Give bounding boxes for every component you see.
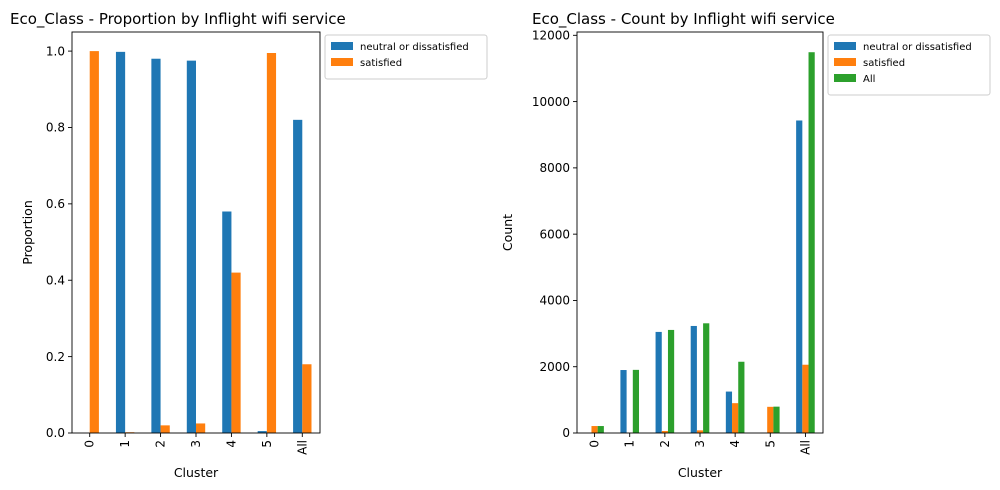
x-tick-label: 3 — [189, 440, 203, 448]
x-axis-label: Cluster — [174, 465, 219, 480]
bar-satisfied-3 — [696, 430, 704, 433]
legend-box — [827, 34, 991, 96]
bar-satisfied-4 — [732, 403, 739, 433]
bar-All-4 — [738, 361, 745, 433]
y-tick-label: 0.4 — [46, 273, 65, 287]
bar-satisfied-2 — [661, 431, 668, 433]
y-tick-label: 12000 — [532, 29, 570, 43]
legend-swatch — [834, 42, 856, 50]
bar-neutral-or-dissatisfied-3 — [186, 60, 196, 433]
x-tick-label: All — [798, 440, 812, 455]
legend-label: satisfied — [863, 58, 905, 69]
x-tick-label: 0 — [588, 440, 602, 448]
bar-satisfied-0 — [89, 51, 99, 433]
bar-neutral-or-dissatisfied-2 — [655, 331, 662, 433]
y-tick-label: 0.6 — [46, 197, 65, 211]
x-tick-label: 4 — [224, 440, 238, 448]
y-tick-label: 4000 — [539, 294, 570, 308]
y-tick-label: 2000 — [539, 360, 570, 374]
x-tick-label: 1 — [118, 440, 132, 448]
plot-frame — [576, 31, 824, 434]
y-tick-label: 8000 — [539, 161, 570, 175]
x-tick-label: All — [295, 440, 309, 455]
bar-neutral-or-dissatisfied-All — [796, 120, 803, 434]
bar-satisfied-All — [802, 364, 809, 433]
bar-neutral-or-dissatisfied-1 — [620, 370, 627, 433]
bar-All-1 — [632, 369, 640, 433]
bar-neutral-or-dissatisfied-4 — [222, 211, 232, 433]
bar-All-5 — [773, 406, 780, 433]
bar-All-All — [808, 52, 815, 433]
legend: neutral or dissatisfied satisfied All — [827, 34, 991, 96]
chart-title: Eco_Class - Proportion by Inflight wifi … — [10, 10, 346, 29]
legend-swatch — [834, 74, 856, 82]
bar-satisfied-3 — [196, 423, 206, 433]
y-tick-label: 0 — [562, 426, 570, 440]
bar-satisfied-5 — [767, 406, 774, 433]
legend-label: All — [863, 74, 875, 85]
chart-title: Eco_Class - Count by Inflight wifi servi… — [532, 10, 835, 29]
legend-swatch — [834, 58, 856, 66]
series-neutral-or-dissatisfied — [115, 51, 303, 434]
legend-swatch — [331, 58, 353, 66]
chart-1: Eco_Class - Proportion by Inflight wifi … — [10, 10, 488, 480]
series-neutral-or-dissatisfied — [620, 120, 803, 434]
series-All — [597, 52, 815, 433]
y-tick-label: 1.0 — [46, 44, 65, 58]
bar-neutral-or-dissatisfied-3 — [690, 325, 697, 433]
y-tick-label: 0.0 — [46, 426, 65, 440]
bar-satisfied-4 — [231, 272, 241, 433]
x-tick-label: 0 — [83, 440, 97, 448]
legend: neutral or dissatisfied satisfied — [324, 34, 488, 80]
bar-neutral-or-dissatisfied-5 — [257, 431, 267, 433]
y-tick-label: 0.8 — [46, 121, 65, 135]
y-axis-label: Count — [500, 214, 515, 251]
bar-All-0 — [597, 426, 604, 433]
bar-All-2 — [667, 329, 675, 433]
bar-satisfied-0 — [591, 426, 598, 433]
bar-satisfied-All — [302, 364, 312, 433]
x-tick-label: 2 — [658, 440, 672, 448]
legend-box — [324, 34, 488, 80]
x-tick-label: 4 — [728, 440, 742, 448]
bar-satisfied-2 — [160, 425, 170, 433]
y-tick-label: 10000 — [532, 95, 570, 109]
bar-neutral-or-dissatisfied-2 — [151, 58, 161, 433]
x-tick-label: 2 — [154, 440, 168, 448]
legend-swatch — [331, 42, 353, 50]
bar-satisfied-5 — [266, 53, 277, 433]
legend-label: neutral or dissatisfied — [360, 42, 469, 53]
bar-All-3 — [703, 323, 710, 433]
x-tick-label: 5 — [763, 440, 777, 448]
y-axis-label: Proportion — [20, 200, 35, 265]
x-tick-label: 1 — [623, 440, 637, 448]
bar-neutral-or-dissatisfied-4 — [725, 391, 733, 433]
legend-label: satisfied — [360, 58, 402, 69]
x-axis-label: Cluster — [678, 465, 723, 480]
y-tick-label: 6000 — [539, 227, 570, 241]
bar-neutral-or-dissatisfied-All — [293, 119, 303, 433]
x-tick-label: 3 — [693, 440, 707, 448]
y-tick-label: 0.2 — [46, 350, 65, 364]
x-tick-label: 5 — [260, 440, 274, 448]
bar-neutral-or-dissatisfied-1 — [115, 51, 126, 434]
chart-2: Eco_Class - Count by Inflight wifi servi… — [500, 10, 991, 480]
legend-label: neutral or dissatisfied — [863, 42, 972, 53]
